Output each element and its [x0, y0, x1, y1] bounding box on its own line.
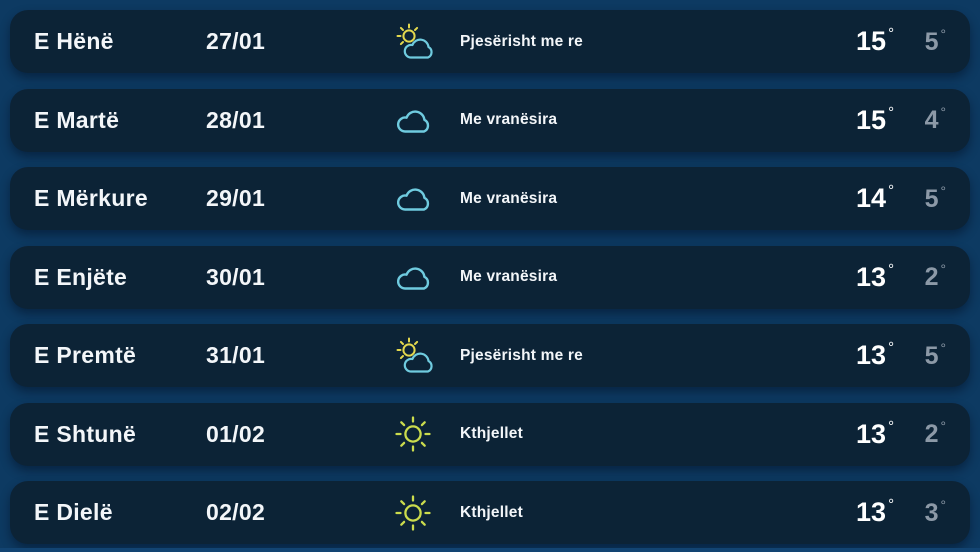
- day-name-label: E Martë: [34, 106, 120, 133]
- forecast-day-row[interactable]: E Enjëte 30/01 Me vranësira 13 ° 2 °: [10, 245, 970, 309]
- high-temperature: 13 °: [856, 418, 894, 449]
- weather-condition-label: Me vranësira: [460, 189, 558, 207]
- day-name-label: E Mërkure: [34, 185, 148, 211]
- date-label: 01/02: [206, 420, 266, 447]
- weather-icon-cell: [394, 337, 456, 374]
- date-label: 30/01: [206, 263, 266, 290]
- date-label: 29/01: [206, 185, 266, 211]
- degree-symbol: °: [940, 497, 947, 513]
- degree-symbol: °: [940, 105, 947, 120]
- degree-symbol: °: [888, 340, 894, 357]
- day-name-label: E Shtunë: [34, 420, 137, 447]
- weather-condition-label: Pjesërisht me re: [460, 32, 583, 50]
- weather-icon-cell: [394, 494, 456, 532]
- weather-condition-label: Kthjellet: [460, 425, 523, 442]
- cloud-icon: [396, 109, 430, 133]
- forecast-day-row[interactable]: E Shtunë 01/02 Kthjellet 13 ° 2 °: [10, 402, 970, 466]
- day-name-label: E Enjëte: [34, 263, 128, 290]
- weather-condition-label: Me vranësira: [460, 268, 558, 285]
- high-temperature: 13 °: [856, 261, 894, 292]
- high-temperature: 15 °: [856, 104, 894, 135]
- forecast-day-row[interactable]: E Martë 28/01 Me vranësira 15 ° 4 °: [10, 88, 970, 152]
- cloud-icon: [396, 266, 430, 290]
- sun-icon: [395, 494, 431, 531]
- weather-icon-cell: [394, 262, 456, 293]
- high-temperature: 15 °: [856, 26, 894, 56]
- degree-symbol: °: [888, 418, 894, 435]
- degree-symbol: °: [940, 183, 947, 199]
- day-name-label: E Premtë: [34, 342, 137, 368]
- weather-icon-cell: [394, 183, 456, 214]
- forecast-day-row[interactable]: E Mërkure 29/01 Me vranësira 14 ° 5 °: [10, 167, 970, 230]
- degree-symbol: °: [940, 26, 947, 42]
- degree-symbol: °: [940, 419, 947, 434]
- degree-symbol: °: [940, 340, 947, 356]
- day-name-label: E Dielë: [34, 499, 113, 525]
- date-label: 27/01: [206, 28, 266, 54]
- sun-behind-cloud-icon: [396, 23, 433, 59]
- date-label: 28/01: [206, 106, 266, 133]
- forecast-day-row[interactable]: E Premtë 31/01 Pjesërisht me re 13 ° 5 °: [10, 324, 970, 387]
- degree-symbol: °: [888, 26, 894, 43]
- date-label: 31/01: [206, 342, 266, 368]
- degree-symbol: °: [888, 183, 894, 200]
- degree-symbol: °: [888, 261, 894, 278]
- date-label: 02/02: [206, 499, 266, 525]
- degree-symbol: °: [888, 497, 894, 514]
- forecast-day-row[interactable]: E Dielë 02/02 Kthjellet 13 ° 3 °: [10, 481, 970, 544]
- low-temperature: 2 °: [924, 262, 947, 291]
- low-temperature: 3 °: [924, 497, 947, 527]
- cloud-icon: [396, 188, 430, 211]
- degree-symbol: °: [888, 104, 894, 121]
- degree-symbol: °: [940, 262, 947, 277]
- high-temperature: 13 °: [856, 340, 894, 370]
- low-temperature: 5 °: [924, 183, 947, 213]
- weather-condition-label: Me vranësira: [460, 111, 558, 128]
- forecast-day-row[interactable]: E Hënë 27/01 Pjesërisht me re 15 ° 5 °: [10, 10, 970, 73]
- weather-icon-cell: [394, 23, 456, 60]
- day-name-label: E Hënë: [34, 28, 114, 54]
- high-temperature: 13 °: [856, 497, 894, 527]
- low-temperature: 2 °: [924, 419, 947, 448]
- forecast-list: E Hënë 27/01 Pjesërisht me re 15 ° 5 ° E M…: [10, 10, 970, 544]
- low-temperature: 4 °: [924, 105, 947, 134]
- background-bottom-strip: [0, 548, 980, 552]
- low-temperature: 5 °: [924, 26, 947, 56]
- weather-condition-label: Kthjellet: [460, 503, 523, 521]
- high-temperature: 14 °: [856, 183, 894, 213]
- weather-icon-cell: [394, 105, 456, 136]
- sun-icon: [395, 416, 431, 452]
- weather-icon-cell: [394, 415, 456, 453]
- low-temperature: 5 °: [924, 340, 947, 370]
- sun-behind-cloud-icon: [396, 337, 433, 373]
- weather-condition-label: Pjesërisht me re: [460, 346, 583, 364]
